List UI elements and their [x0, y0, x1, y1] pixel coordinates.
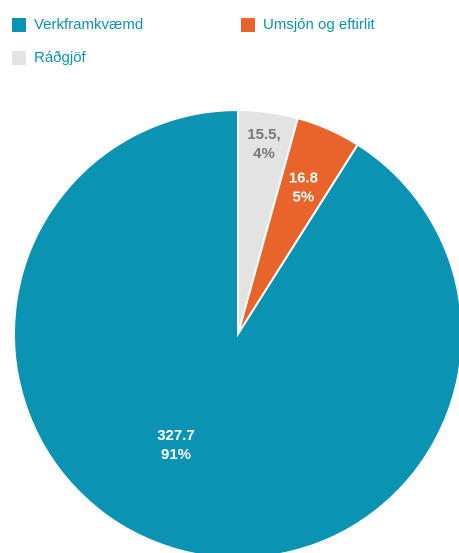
pie-slice-verkframkvaemd[interactable] — [13, 108, 459, 553]
legend-label-radgjof: Ráðgjöf — [34, 49, 86, 66]
legend-label-umsjon: Umsjón og eftirlit — [263, 16, 375, 33]
legend-swatch-verkframkvaemd — [12, 17, 26, 32]
chart-legend: Verkframkvæmd Umsjón og eftirlit Ráðgjöf — [0, 0, 459, 80]
legend-swatch-radgjof — [12, 50, 26, 65]
slice-percent-label-verkframkvaemd: 91% — [161, 446, 191, 463]
slice-value-label-radgjof: 15.5, — [247, 126, 280, 143]
legend-item-verkframkvaemd[interactable]: Verkframkvæmd — [12, 16, 143, 33]
legend-swatch-umsjon — [241, 17, 255, 32]
legend-label-verkframkvaemd: Verkframkvæmd — [34, 16, 144, 33]
legend-item-umsjon[interactable]: Umsjón og eftirlit — [241, 16, 375, 33]
slice-value-label-verkframkvaemd: 327.7 — [157, 427, 195, 444]
slice-percent-label-umsjon: 5% — [292, 189, 314, 206]
slice-percent-label-radgjof: 4% — [253, 145, 275, 162]
slice-value-label-umsjon: 16.8 — [289, 170, 318, 187]
legend-item-radgjof[interactable]: Ráðgjöf — [12, 49, 86, 66]
